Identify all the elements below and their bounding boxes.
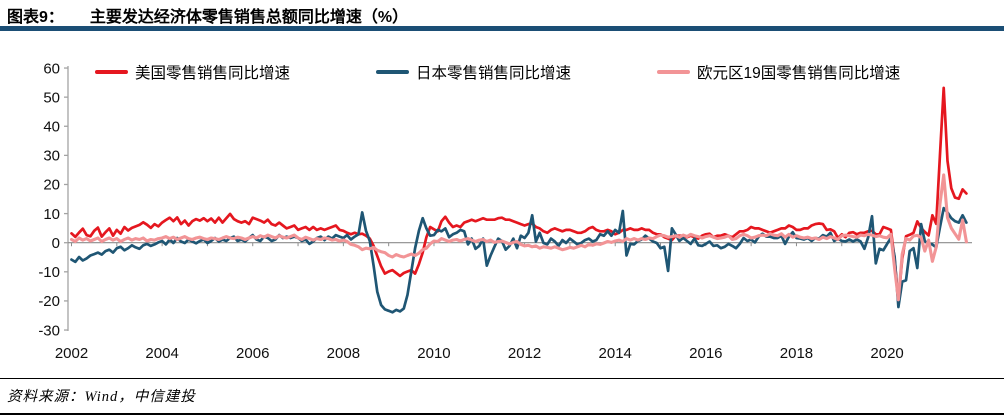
y-tick-label: -10 (38, 264, 60, 281)
y-tick-label: -20 (38, 293, 60, 310)
y-tick-label: 10 (43, 206, 60, 223)
series-line-0 (70, 86, 968, 302)
x-tick-label: 2016 (689, 345, 722, 362)
y-tick-label: 30 (43, 148, 60, 165)
figure-label: 图表9： (7, 9, 64, 26)
figure-title: 主要发达经济体零售销售总额同比增速（%） (89, 9, 409, 26)
y-tick-label: 50 (43, 89, 60, 106)
y-tick-label: 60 (43, 60, 60, 77)
x-tick-label: 2014 (599, 345, 632, 362)
title-underline (0, 26, 1004, 31)
x-tick-label: 2018 (780, 345, 813, 362)
x-tick-label: 2008 (327, 345, 360, 362)
series-line-2 (69, 173, 968, 302)
y-tick-label: 0 (52, 235, 60, 252)
source-note: 资料来源：Wind，中信建投 (7, 389, 196, 405)
legend-label-us: 美国零售销售同比增速 (135, 65, 291, 82)
legend-label-japan: 日本零售销售同比增速 (416, 65, 572, 82)
y-tick-label: 20 (43, 177, 60, 194)
x-tick-label: 2020 (870, 345, 903, 362)
x-tick-label: 2004 (145, 345, 178, 362)
y-tick-label: -30 (38, 322, 60, 339)
legend-item-eurozone: 欧元区19国零售销售同比增速 (657, 61, 900, 83)
x-tick-label: 2002 (55, 345, 88, 362)
eurozone-line-marker-icon (657, 70, 691, 74)
chart-legend: 美国零售销售同比增速 日本零售销售同比增速 欧元区19国零售销售同比增速 (95, 61, 900, 83)
bottom-divider (0, 413, 1004, 415)
x-tick-label: 2010 (417, 345, 450, 362)
legend-item-japan: 日本零售销售同比增速 (376, 61, 571, 83)
x-tick-label: 2012 (508, 345, 541, 362)
figure-header: 图表9： 主要发达经济体零售销售总额同比增速（%） (7, 3, 408, 27)
legend-label-eurozone: 欧元区19国零售销售同比增速 (697, 65, 901, 82)
japan-line-marker-icon (376, 70, 410, 74)
x-tick-label: 2006 (236, 345, 269, 362)
y-tick-label: 40 (43, 119, 60, 136)
legend-item-us: 美国零售销售同比增速 (95, 61, 290, 83)
us-line-marker-icon (95, 70, 128, 74)
footer-divider (0, 378, 1004, 379)
